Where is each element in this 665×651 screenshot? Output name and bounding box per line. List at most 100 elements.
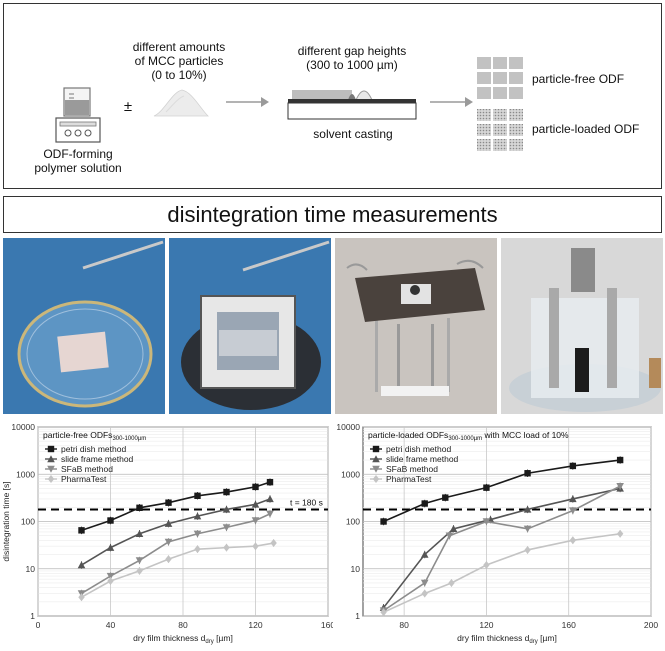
data-point-square — [569, 462, 577, 470]
particle-loaded-label: particle-loaded ODF — [532, 122, 640, 136]
arrow-right-icon — [226, 97, 269, 107]
data-point-square — [380, 518, 387, 525]
data-point-diamond — [194, 545, 201, 554]
y-tick-label: 10 — [26, 564, 36, 574]
legend-entry: PharmaTest — [386, 474, 432, 484]
petri-dish-photo — [3, 238, 165, 414]
y-tick-label: 10000 — [336, 422, 360, 432]
data-point-square — [252, 483, 259, 491]
data-point-triangle — [251, 500, 260, 508]
data-point-diamond — [421, 589, 428, 598]
y-tick-label: 1 — [355, 611, 360, 621]
data-point-triangle — [135, 529, 144, 537]
x-axis-label: dry film thickness ddry [µm] — [457, 633, 557, 645]
data-point-triangle-down — [251, 517, 260, 525]
legend-entry: PharmaTest — [61, 474, 107, 484]
data-point-triangle — [266, 495, 274, 503]
data-point-diamond — [448, 578, 455, 587]
film-applicator-icon — [287, 90, 417, 120]
data-point-triangle-down — [482, 518, 491, 526]
mcc-label-line-2: of MCC particles — [134, 54, 224, 68]
plus-minus-sign: ± — [123, 98, 133, 115]
data-point-diamond — [136, 566, 143, 575]
data-point-diamond — [47, 475, 55, 483]
data-point-triangle — [164, 519, 173, 527]
data-point-triangle-down — [523, 525, 532, 533]
chart-title: particle-loaded ODFs300-1000µm with MCC … — [368, 430, 569, 442]
petri-dish-image — [3, 238, 165, 414]
mcc-powder-icon — [153, 89, 209, 117]
x-tick-label: 200 — [644, 620, 658, 630]
data-point-diamond — [616, 529, 624, 538]
slide-frame-photo — [169, 238, 331, 414]
hotplate-beaker-icon — [55, 87, 101, 143]
data-point-square — [524, 470, 531, 477]
slide-frame-image — [169, 238, 331, 414]
polymer-label-line-1: ODF-forming — [43, 147, 113, 161]
data-point-triangle — [372, 455, 380, 463]
particle-loaded-film-icon — [477, 109, 523, 151]
data-point-diamond — [252, 542, 259, 551]
mcc-amount-label: different amounts of MCC particles (0 to… — [114, 40, 244, 82]
data-point-triangle-down — [164, 538, 173, 546]
arrow-right-icon — [430, 97, 473, 107]
data-point-square — [136, 504, 143, 511]
data-point-triangle-down — [616, 482, 624, 490]
data-point-square — [194, 492, 201, 499]
gap-label-line-2: (300 to 1000 µm) — [306, 58, 398, 72]
section-title: disintegration time measurements — [167, 201, 498, 227]
data-point-triangle — [193, 512, 202, 520]
series-line — [81, 498, 271, 566]
y-tick-label: 1000 — [16, 469, 35, 479]
legend: particle-loaded ODFs300-1000µm with MCC … — [368, 430, 569, 484]
y-tick-label: 1000 — [341, 469, 360, 479]
data-point-triangle — [523, 505, 532, 513]
data-point-square — [266, 478, 274, 486]
data-point-triangle — [420, 550, 429, 558]
solvent-casting-label: solvent casting — [313, 127, 393, 141]
data-point-square — [483, 484, 490, 491]
x-tick-label: 0 — [36, 620, 41, 630]
x-tick-label: 40 — [106, 620, 116, 630]
data-point-triangle — [222, 505, 231, 513]
x-tick-label: 160 — [321, 620, 333, 630]
data-point-diamond — [107, 577, 114, 586]
x-tick-label: 80 — [399, 620, 409, 630]
legend-entry: SFaB method — [386, 464, 438, 474]
data-point-triangle — [77, 561, 86, 569]
pharmatest-photo — [501, 238, 663, 414]
mcc-label-line-3: (0 to 10%) — [151, 68, 207, 82]
data-point-diamond — [380, 608, 387, 617]
x-tick-label: 120 — [248, 620, 262, 630]
sfab-image — [335, 238, 497, 414]
data-point-square — [223, 488, 230, 496]
gap-height-label: different gap heights (300 to 1000 µm) — [282, 44, 422, 72]
particle-free-label: particle-free ODF — [532, 72, 625, 86]
series-line — [81, 542, 274, 598]
data-point-square — [372, 445, 380, 453]
data-point-triangle-down — [106, 572, 115, 580]
data-point-triangle-down — [420, 579, 429, 587]
data-point-triangle-down — [47, 465, 55, 473]
x-tick-label: 80 — [178, 620, 188, 630]
data-point-triangle-down — [266, 510, 274, 518]
data-point-triangle-down — [193, 530, 202, 538]
sfab-photo — [335, 238, 497, 414]
y-tick-label: 10000 — [11, 422, 35, 432]
data-point-triangle — [106, 543, 115, 551]
legend-entry: petri dish method — [386, 444, 451, 454]
y-tick-label: 1 — [30, 611, 35, 621]
x-tick-label: 160 — [562, 620, 576, 630]
particle-free-film-icon — [477, 57, 523, 99]
section-title-banner: disintegration time measurements — [3, 196, 662, 233]
y-tick-label: 100 — [346, 517, 360, 527]
data-point-square — [107, 517, 114, 524]
data-point-diamond — [483, 561, 490, 570]
data-point-triangle-down — [372, 465, 380, 473]
data-point-square — [165, 499, 172, 506]
y-axis-label: disintegration time [s] — [1, 481, 11, 561]
data-point-triangle-down — [222, 524, 231, 532]
polymer-label-line-2: polymer solution — [34, 161, 122, 175]
x-axis-label: dry film thickness ddry [µm] — [133, 633, 233, 645]
